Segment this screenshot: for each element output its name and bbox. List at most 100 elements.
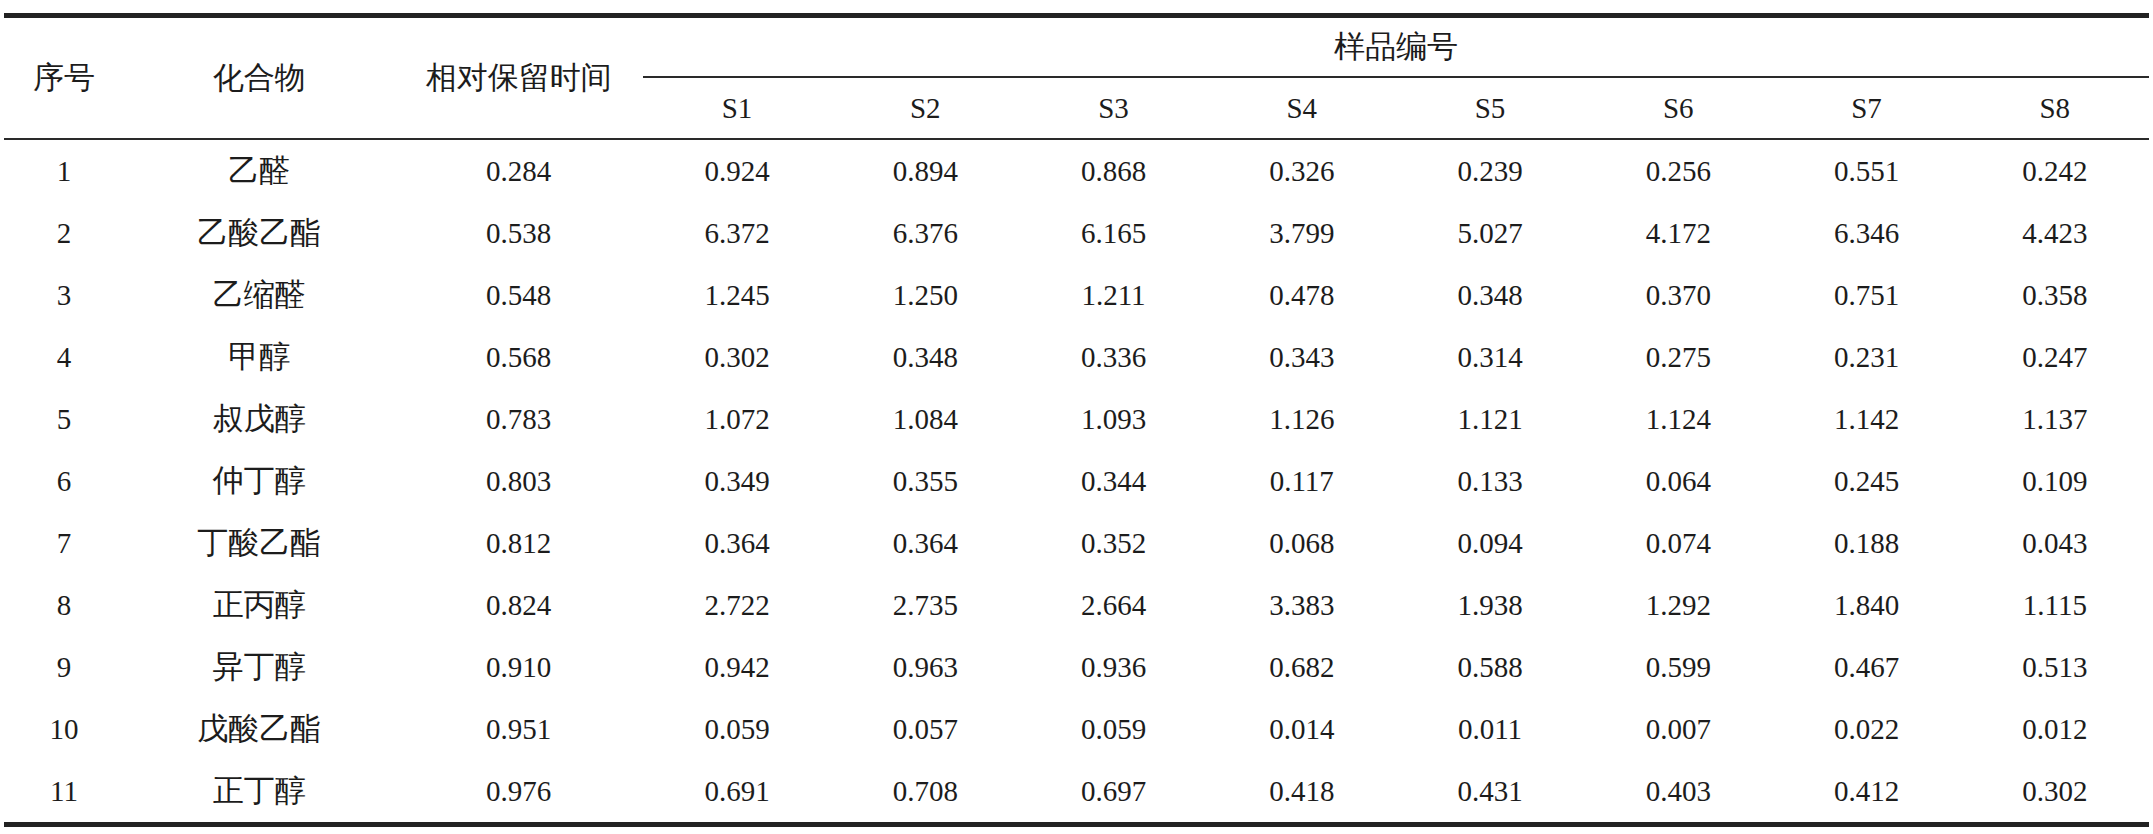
sample-value-cell: 0.691 (643, 760, 831, 825)
table-row: 3乙缩醛0.5481.2451.2501.2110.4780.3480.3700… (4, 264, 2149, 326)
table-row: 2乙酸乙酯0.5386.3726.3766.1653.7995.0274.172… (4, 202, 2149, 264)
column-header-retention-time: 相对保留时间 (395, 16, 643, 140)
sample-value-cell: 0.007 (1584, 698, 1772, 760)
sample-value-cell: 4.172 (1584, 202, 1772, 264)
retention-time-cell: 0.951 (395, 698, 643, 760)
sample-value-cell: 0.682 (1208, 636, 1396, 698)
sample-value-cell: 0.014 (1208, 698, 1396, 760)
sample-value-cell: 0.963 (831, 636, 1019, 698)
sample-value-cell: 0.275 (1584, 326, 1772, 388)
sample-value-cell: 6.346 (1772, 202, 1960, 264)
sample-value-cell: 2.664 (1019, 574, 1207, 636)
compound-cell: 乙醛 (124, 139, 394, 202)
sample-value-cell: 0.348 (831, 326, 1019, 388)
sample-column-header-s2: S2 (831, 77, 1019, 139)
table-row: 4甲醇0.5680.3020.3480.3360.3430.3140.2750.… (4, 326, 2149, 388)
sample-value-cell: 0.370 (1584, 264, 1772, 326)
sample-value-cell: 0.231 (1772, 326, 1960, 388)
sample-value-cell: 0.109 (1961, 450, 2149, 512)
sample-column-header-s3: S3 (1019, 77, 1207, 139)
index-cell: 3 (4, 264, 124, 326)
sample-value-cell: 0.364 (643, 512, 831, 574)
sample-value-cell: 0.751 (1772, 264, 1960, 326)
table-row: 11正丁醇0.9760.6910.7080.6970.4180.4310.403… (4, 760, 2149, 825)
sample-value-cell: 0.403 (1584, 760, 1772, 825)
sample-value-cell: 6.376 (831, 202, 1019, 264)
index-cell: 8 (4, 574, 124, 636)
sample-value-cell: 4.423 (1961, 202, 2149, 264)
sample-value-cell: 0.513 (1961, 636, 2149, 698)
compound-cell: 乙酸乙酯 (124, 202, 394, 264)
sample-value-cell: 0.364 (831, 512, 1019, 574)
sample-column-header-s4: S4 (1208, 77, 1396, 139)
sample-value-cell: 0.011 (1396, 698, 1584, 760)
sample-value-cell: 6.165 (1019, 202, 1207, 264)
compound-cell: 丁酸乙酯 (124, 512, 394, 574)
compound-cell: 乙缩醛 (124, 264, 394, 326)
sample-column-header-s8: S8 (1961, 77, 2149, 139)
sample-value-cell: 0.942 (643, 636, 831, 698)
column-group-header-sample-number: 样品编号 (643, 16, 2149, 78)
sample-value-cell: 0.352 (1019, 512, 1207, 574)
sample-value-cell: 0.059 (1019, 698, 1207, 760)
table-row: 10戊酸乙酯0.9510.0590.0570.0590.0140.0110.00… (4, 698, 2149, 760)
table-row: 6仲丁醇0.8030.3490.3550.3440.1170.1330.0640… (4, 450, 2149, 512)
compound-cell: 仲丁醇 (124, 450, 394, 512)
sample-value-cell: 0.358 (1961, 264, 2149, 326)
sample-value-cell: 3.799 (1208, 202, 1396, 264)
sample-value-cell: 1.084 (831, 388, 1019, 450)
table-header: 序号 化合物 相对保留时间 样品编号 S1S2S3S4S5S6S7S8 (4, 16, 2149, 140)
sample-value-cell: 5.027 (1396, 202, 1584, 264)
sample-value-cell: 0.343 (1208, 326, 1396, 388)
compound-cell: 甲醇 (124, 326, 394, 388)
retention-time-cell: 0.548 (395, 264, 643, 326)
retention-time-cell: 0.824 (395, 574, 643, 636)
sample-value-cell: 0.349 (643, 450, 831, 512)
sample-value-cell: 3.383 (1208, 574, 1396, 636)
sample-value-cell: 0.326 (1208, 139, 1396, 202)
sample-value-cell: 0.936 (1019, 636, 1207, 698)
sample-value-cell: 2.735 (831, 574, 1019, 636)
sample-column-header-s6: S6 (1584, 77, 1772, 139)
sample-value-cell: 0.697 (1019, 760, 1207, 825)
column-header-index: 序号 (4, 16, 124, 140)
sample-value-cell: 0.043 (1961, 512, 2149, 574)
index-cell: 5 (4, 388, 124, 450)
sample-value-cell: 0.467 (1772, 636, 1960, 698)
index-cell: 2 (4, 202, 124, 264)
compound-cell: 叔戊醇 (124, 388, 394, 450)
sample-value-cell: 0.188 (1772, 512, 1960, 574)
retention-time-cell: 0.803 (395, 450, 643, 512)
sample-value-cell: 0.022 (1772, 698, 1960, 760)
sample-value-cell: 0.599 (1584, 636, 1772, 698)
sample-value-cell: 0.924 (643, 139, 831, 202)
sample-column-header-s5: S5 (1396, 77, 1584, 139)
sample-value-cell: 1.250 (831, 264, 1019, 326)
sample-value-cell: 2.722 (643, 574, 831, 636)
sample-value-cell: 0.708 (831, 760, 1019, 825)
sample-value-cell: 0.431 (1396, 760, 1584, 825)
sample-value-cell: 0.094 (1396, 512, 1584, 574)
sample-value-cell: 0.256 (1584, 139, 1772, 202)
index-cell: 1 (4, 139, 124, 202)
retention-time-cell: 0.568 (395, 326, 643, 388)
sample-value-cell: 0.355 (831, 450, 1019, 512)
retention-time-cell: 0.284 (395, 139, 643, 202)
sample-value-cell: 0.057 (831, 698, 1019, 760)
sample-value-cell: 1.137 (1961, 388, 2149, 450)
compound-cell: 正丙醇 (124, 574, 394, 636)
sample-value-cell: 0.059 (643, 698, 831, 760)
compound-cell: 异丁醇 (124, 636, 394, 698)
table-body: 1乙醛0.2840.9240.8940.8680.3260.2390.2560.… (4, 139, 2149, 825)
table-row: 8正丙醇0.8242.7222.7352.6643.3831.9381.2921… (4, 574, 2149, 636)
sample-value-cell: 0.068 (1208, 512, 1396, 574)
retention-time-cell: 0.783 (395, 388, 643, 450)
sample-value-cell: 0.117 (1208, 450, 1396, 512)
sample-value-cell: 1.292 (1584, 574, 1772, 636)
sample-value-cell: 0.551 (1772, 139, 1960, 202)
index-cell: 9 (4, 636, 124, 698)
retention-time-cell: 0.538 (395, 202, 643, 264)
sample-column-header-s1: S1 (643, 77, 831, 139)
sample-value-cell: 1.093 (1019, 388, 1207, 450)
sample-value-cell: 0.314 (1396, 326, 1584, 388)
